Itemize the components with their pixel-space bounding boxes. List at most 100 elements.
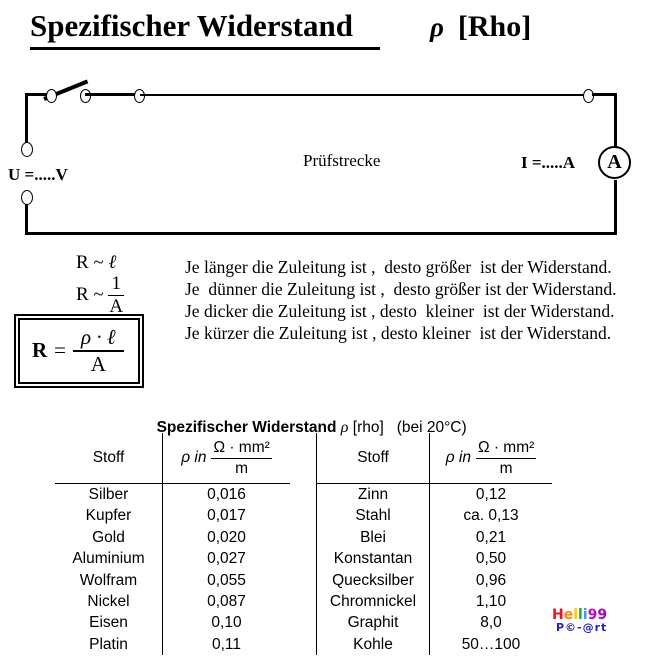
value-cell: 0,21 bbox=[475, 528, 507, 546]
unit-fraction: Ω · mm² m bbox=[211, 439, 272, 477]
material-cell: Wolfram bbox=[55, 569, 163, 591]
wire-right-upper bbox=[614, 94, 617, 147]
current-label: I =.....A bbox=[521, 153, 576, 172]
wire-test-section bbox=[140, 94, 586, 96]
table-row: Chromnickel 1,10 bbox=[317, 590, 552, 613]
rho-unit-prefix: ρ in bbox=[445, 449, 471, 466]
table-row: Silber 0,016 bbox=[55, 484, 290, 506]
rho-symbol: ρ bbox=[429, 12, 444, 42]
formula-lhs: R bbox=[32, 338, 48, 363]
ammeter: A bbox=[598, 146, 631, 179]
unit-denominator: m bbox=[499, 459, 513, 477]
table-row: Zinn 0,12 bbox=[317, 484, 552, 506]
material-cell: Quecksilber bbox=[317, 569, 430, 591]
wire-top-left bbox=[25, 93, 53, 96]
formula-lhs: R ~ bbox=[76, 252, 109, 273]
material-cell: Blei bbox=[317, 526, 430, 549]
terminal-node-right bbox=[583, 89, 594, 103]
table-row: Quecksilber 0,96 bbox=[317, 569, 552, 591]
formula-lhs: R ~ bbox=[76, 283, 109, 305]
unit-fraction: Ω · mm² m bbox=[475, 439, 537, 477]
voltage-label: U =.....V bbox=[8, 165, 68, 184]
table-row: Eisen 0,10 bbox=[55, 612, 290, 634]
value-cell: ca. 0,13 bbox=[463, 507, 519, 525]
switch-node-2 bbox=[80, 89, 91, 103]
value-cell: 0,016 bbox=[207, 486, 246, 503]
table-header: Stoff ρ in Ω · mm² m bbox=[55, 433, 290, 484]
material-cell: Silber bbox=[55, 484, 163, 506]
denominator: A bbox=[109, 295, 124, 317]
value-cell: 8,0 bbox=[480, 614, 502, 632]
table-row: Gold 0,020 bbox=[55, 526, 290, 549]
rules-text: Je länger die Zuleitung ist , desto größ… bbox=[185, 256, 617, 344]
value-cell: 50…100 bbox=[461, 635, 521, 653]
table-heading: Spezifischer Widerstand ρ [rho] (bei 20°… bbox=[55, 401, 551, 455]
table-body: Silber 0,016 Kupfer 0,017 Gold 0,020 Alumin… bbox=[55, 484, 290, 656]
material-cell: Stahl bbox=[317, 505, 430, 527]
length-symbol: ℓ bbox=[108, 252, 117, 273]
logo-subtitle: P©-@rt bbox=[556, 621, 608, 634]
column-header-stoff: Stoff bbox=[55, 433, 163, 483]
value-cell: 1,10 bbox=[475, 592, 507, 610]
column-header-stoff: Stoff bbox=[317, 433, 430, 483]
value-cell: 0,12 bbox=[475, 486, 507, 503]
value-cell: 0,055 bbox=[207, 571, 246, 589]
value-cell: 0,96 bbox=[475, 571, 507, 589]
unit-numerator: Ω · mm² bbox=[475, 439, 537, 459]
rule-line: Je dünner die Zuleitung ist , desto größ… bbox=[185, 279, 617, 299]
terminal-node-left bbox=[134, 89, 145, 103]
unit-numerator: Ω · mm² bbox=[211, 439, 272, 459]
rule-line: Je dicker die Zuleitung ist , desto klei… bbox=[185, 301, 615, 321]
material-cell: Gold bbox=[55, 526, 163, 549]
rule-line: Je länger die Zuleitung ist , desto größ… bbox=[185, 257, 612, 277]
unit-denominator: m bbox=[235, 459, 249, 477]
column-header-rho: ρ in Ω · mm² m bbox=[163, 433, 290, 483]
wire-top-right bbox=[592, 93, 617, 96]
wire-top-mid bbox=[85, 93, 138, 96]
table-row: Platin 0,11 bbox=[55, 633, 290, 656]
numerator: ρ · ℓ bbox=[73, 326, 124, 353]
wire-right-lower bbox=[614, 180, 617, 235]
value-cell: 0,087 bbox=[207, 592, 246, 610]
rho-name: [rho] bbox=[348, 419, 384, 436]
table-row: Wolfram 0,055 bbox=[55, 569, 290, 591]
source-terminal-bottom bbox=[21, 190, 33, 205]
table-row: Kohle 50…100 bbox=[317, 633, 552, 656]
table-row: Nickel 0,087 bbox=[55, 590, 290, 613]
material-cell: Platin bbox=[55, 633, 163, 656]
rule-line: Je kürzer die Zuleitung ist , desto klei… bbox=[185, 323, 612, 343]
rho-symbol: ρ bbox=[340, 419, 349, 436]
test-section-label: Prüfstrecke bbox=[303, 151, 381, 170]
title-text: Spezifischer Widerstand bbox=[30, 8, 380, 50]
resistivity-table-left: Stoff ρ in Ω · mm² m Silber 0,016 Kupfer 0,0… bbox=[55, 433, 290, 656]
material-cell: Konstantan bbox=[317, 548, 430, 570]
helli99-logo: Helli99 P©-@rt bbox=[552, 608, 607, 634]
source-terminal-top bbox=[21, 142, 33, 157]
page-title: Spezifischer Widerstand ρ [Rho] bbox=[30, 8, 531, 50]
numerator: 1 bbox=[108, 274, 124, 296]
equals-sign: = bbox=[54, 338, 67, 363]
material-cell: Kohle bbox=[317, 633, 430, 656]
denominator: A bbox=[90, 352, 106, 377]
rho-unit-prefix: ρ in bbox=[181, 449, 207, 466]
table-heading-text: Spezifischer Widerstand bbox=[156, 419, 341, 436]
table-body: Zinn 0,12 Stahl ca. 0,13 Blei 0,21 Konstant… bbox=[317, 484, 552, 656]
value-cell: 0,020 bbox=[207, 528, 246, 546]
title-bracket-text: [Rho] bbox=[457, 10, 532, 43]
formula-r-prop-length: R ~ ℓ bbox=[76, 252, 116, 274]
wire-left-lower bbox=[25, 204, 28, 235]
value-cell: 0,027 bbox=[207, 550, 246, 568]
column-header-rho: ρ in Ω · mm² m bbox=[430, 433, 552, 483]
table-row: Blei 0,21 bbox=[317, 526, 552, 549]
table-row: Stahl ca. 0,13 bbox=[317, 505, 552, 527]
material-cell: Kupfer bbox=[55, 505, 163, 527]
table-row: Konstantan 0,50 bbox=[317, 548, 552, 570]
switch-node-1 bbox=[46, 89, 57, 103]
ammeter-label: A bbox=[607, 151, 622, 173]
